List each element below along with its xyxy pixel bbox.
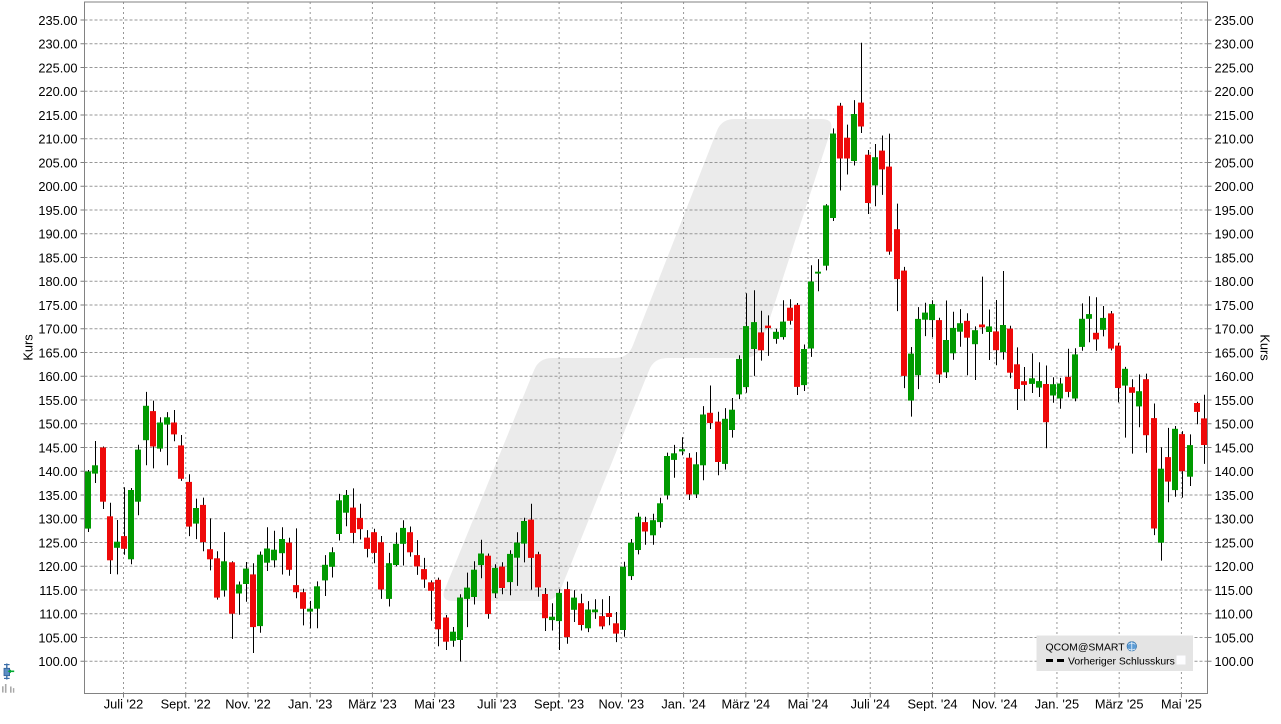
svg-text:März '25: März '25 xyxy=(1095,696,1144,711)
svg-text:230.00: 230.00 xyxy=(38,37,77,52)
svg-text:März '23: März '23 xyxy=(348,696,397,711)
svg-text:Nov. '23: Nov. '23 xyxy=(598,696,644,711)
svg-text:Juli '22: Juli '22 xyxy=(104,696,143,711)
svg-text:180.00: 180.00 xyxy=(1215,274,1254,289)
svg-text:170.00: 170.00 xyxy=(1215,322,1254,337)
svg-text:165.00: 165.00 xyxy=(1215,345,1254,360)
svg-text:Sept. '24: Sept. '24 xyxy=(907,696,957,711)
svg-text:Mai '23: Mai '23 xyxy=(414,696,455,711)
svg-text:235.00: 235.00 xyxy=(38,13,77,28)
svg-text:235.00: 235.00 xyxy=(1215,13,1254,28)
svg-text:QCOM@SMART: QCOM@SMART xyxy=(1046,643,1126,654)
svg-text:185.00: 185.00 xyxy=(1215,250,1254,265)
svg-text:200.00: 200.00 xyxy=(1215,179,1254,194)
svg-text:120.00: 120.00 xyxy=(38,559,77,574)
svg-text:190.00: 190.00 xyxy=(38,227,77,242)
svg-text:115.00: 115.00 xyxy=(39,583,77,598)
svg-text:Jan. '23: Jan. '23 xyxy=(288,696,332,711)
svg-text:Sept. '23: Sept. '23 xyxy=(534,696,584,711)
svg-text:205.00: 205.00 xyxy=(38,155,77,170)
svg-text:125.00: 125.00 xyxy=(38,535,77,550)
svg-text:220.00: 220.00 xyxy=(1215,84,1254,99)
svg-text:185.00: 185.00 xyxy=(38,250,77,265)
svg-text:130.00: 130.00 xyxy=(38,512,77,527)
svg-text:160.00: 160.00 xyxy=(38,369,77,384)
svg-text:135.00: 135.00 xyxy=(1215,488,1254,503)
svg-text:135.00: 135.00 xyxy=(38,488,77,503)
svg-text:145.00: 145.00 xyxy=(1215,440,1254,455)
svg-text:195.00: 195.00 xyxy=(38,203,77,218)
svg-text:145.00: 145.00 xyxy=(38,440,77,455)
svg-text:105.00: 105.00 xyxy=(38,630,77,645)
svg-text:225.00: 225.00 xyxy=(38,60,77,75)
svg-text:170.00: 170.00 xyxy=(38,322,77,337)
svg-text:Vorheriger Schlusskurs: Vorheriger Schlusskurs xyxy=(1068,657,1175,668)
svg-text:120.00: 120.00 xyxy=(1215,559,1254,574)
svg-text:225.00: 225.00 xyxy=(1215,60,1254,75)
svg-text:175.00: 175.00 xyxy=(38,298,77,313)
svg-text:Jan. '25: Jan. '25 xyxy=(1035,696,1079,711)
svg-text:210.00: 210.00 xyxy=(1215,132,1254,147)
svg-text:Jan. '24: Jan. '24 xyxy=(661,696,705,711)
svg-text:180.00: 180.00 xyxy=(38,274,77,289)
svg-text:140.00: 140.00 xyxy=(38,464,77,479)
svg-text:200.00: 200.00 xyxy=(38,179,77,194)
svg-text:130.00: 130.00 xyxy=(1215,512,1254,527)
svg-text:Juli '24: Juli '24 xyxy=(851,696,890,711)
svg-text:Nov. '22: Nov. '22 xyxy=(225,696,271,711)
svg-text:160.00: 160.00 xyxy=(1215,369,1254,384)
svg-text:110.00: 110.00 xyxy=(39,607,77,622)
svg-text:215.00: 215.00 xyxy=(1215,108,1254,123)
svg-text:115.00: 115.00 xyxy=(1215,583,1253,598)
svg-text:110.00: 110.00 xyxy=(1215,607,1253,622)
svg-text:Kurs: Kurs xyxy=(1257,334,1272,360)
svg-text:155.00: 155.00 xyxy=(38,393,77,408)
svg-text:150.00: 150.00 xyxy=(38,417,77,432)
svg-text:125.00: 125.00 xyxy=(1215,535,1254,550)
svg-text:140.00: 140.00 xyxy=(1215,464,1254,479)
svg-text:100.00: 100.00 xyxy=(1215,654,1254,669)
svg-text:105.00: 105.00 xyxy=(1215,630,1254,645)
svg-text:Mai '24: Mai '24 xyxy=(788,696,829,711)
svg-text:Nov. '24: Nov. '24 xyxy=(972,696,1018,711)
svg-text:210.00: 210.00 xyxy=(38,132,77,147)
svg-text:205.00: 205.00 xyxy=(1215,155,1254,170)
svg-text:März '24: März '24 xyxy=(721,696,770,711)
svg-text:230.00: 230.00 xyxy=(1215,37,1254,52)
svg-text:165.00: 165.00 xyxy=(38,345,77,360)
svg-text:175.00: 175.00 xyxy=(1215,298,1254,313)
svg-text:Juli '23: Juli '23 xyxy=(477,696,516,711)
svg-text:150.00: 150.00 xyxy=(1215,417,1254,432)
svg-text:215.00: 215.00 xyxy=(38,108,77,123)
svg-text:155.00: 155.00 xyxy=(1215,393,1254,408)
svg-text:195.00: 195.00 xyxy=(1215,203,1254,218)
svg-text:100.00: 100.00 xyxy=(38,654,77,669)
svg-text:Mai '25: Mai '25 xyxy=(1161,696,1202,711)
svg-text:190.00: 190.00 xyxy=(1215,227,1254,242)
svg-text:Kurs: Kurs xyxy=(20,334,35,360)
svg-text:220.00: 220.00 xyxy=(38,84,77,99)
svg-text:Sept. '22: Sept. '22 xyxy=(161,696,211,711)
